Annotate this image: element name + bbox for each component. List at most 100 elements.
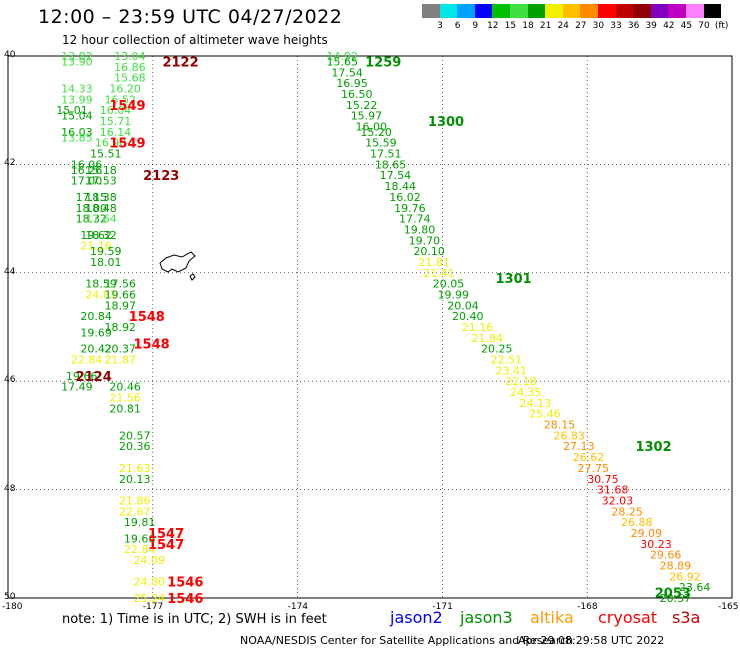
wave-height-value: 16.95 <box>336 77 368 90</box>
wave-height-value: 21.16 <box>80 240 112 253</box>
wave-height-value: 18.01 <box>90 256 122 269</box>
legend-swatch <box>439 4 458 18</box>
wave-height-value: 27.75 <box>578 462 610 475</box>
legend-swatch <box>527 4 546 18</box>
wave-height-value: 20.36 <box>119 440 151 453</box>
wave-height-value: 20.10 <box>413 245 445 258</box>
legend-tick-label: 15 <box>504 21 517 31</box>
wave-height-value: 20.57 <box>660 592 692 605</box>
wave-height-value: 17.00 <box>71 175 103 188</box>
wave-height-value: 21.84 <box>471 332 503 345</box>
wave-height-value: 29.09 <box>631 527 663 540</box>
wave-height-value: 20.40 <box>452 310 484 323</box>
wave-height-value: 25.24 <box>133 592 165 605</box>
lat-tick-label: 48 <box>4 483 16 494</box>
lon-tick-label: -168 <box>577 602 598 612</box>
wave-height-value: 13.04 <box>114 50 146 63</box>
wave-height-value: 23.64 <box>679 581 711 594</box>
legend-swatch <box>492 4 510 18</box>
legend-swatch <box>703 4 722 18</box>
wave-height-value: 16.04 <box>100 104 132 117</box>
island-outline <box>159 251 196 273</box>
wave-height-value: 24.81 <box>85 288 117 301</box>
wave-height-value: 15.01 <box>56 104 87 117</box>
pass-time-label: 1259 <box>365 55 401 70</box>
legend-altika: altika <box>530 608 574 627</box>
legend-tick-label: 24 <box>557 21 569 31</box>
map-title: 12:00 – 23:59 UTC 04/27/2022 <box>38 6 343 28</box>
wave-height-value: 22.51 <box>491 354 522 367</box>
wave-height-value: 24.09 <box>133 554 165 567</box>
wave-height-value: 18.32 <box>76 213 108 226</box>
pass-time-label: 1546 <box>167 576 203 591</box>
wave-height-value: 16.86 <box>114 61 146 74</box>
color-legend <box>422 4 722 18</box>
timestamp: Apr 29 08:29:58 UTC 2022 <box>518 634 665 647</box>
legend-swatch <box>580 4 598 18</box>
wave-height-value: 17.64 <box>85 213 117 226</box>
legend-swatch <box>685 4 704 18</box>
wave-height-value: 20.57 <box>119 429 151 442</box>
wave-height-value: 19.80 <box>404 223 436 236</box>
wave-height-value: 18.92 <box>105 321 136 334</box>
credit-line: NOAA/NESDIS Center for Satellite Applica… <box>240 634 574 647</box>
wave-height-value: 22.84 <box>71 354 103 367</box>
wave-height-value: 16.02 <box>389 191 421 204</box>
wave-height-value: 21.86 <box>119 494 151 507</box>
wave-height-value: 16.06 <box>71 158 103 171</box>
wave-height-value: 17.56 <box>105 278 136 291</box>
wave-height-value: 15.65 <box>327 55 359 68</box>
wave-height-value: 19.76 <box>394 202 426 215</box>
wave-height-value: 20.81 <box>109 402 141 415</box>
wave-height-value: 26.92 <box>669 570 701 583</box>
legend-swatch <box>422 4 440 18</box>
legend-swatch <box>545 4 563 18</box>
wave-height-value: 31.68 <box>597 484 629 497</box>
wave-height-value: 30.75 <box>587 473 619 486</box>
legend-swatch <box>597 4 616 18</box>
wave-height-value: 14.92 <box>327 50 359 63</box>
lat-tick-label: 46 <box>4 375 16 386</box>
wave-height-value: 23.41 <box>495 364 527 377</box>
wave-height-value: 21.41 <box>423 267 455 280</box>
wave-height-value: 26.62 <box>573 451 605 464</box>
wave-height-value: 19.70 <box>409 234 441 247</box>
pass-time-label: 2053 <box>655 587 691 602</box>
pass-time-label: 1548 <box>129 310 165 325</box>
lon-tick-label: -180 <box>2 602 23 612</box>
wave-height-value: 16.14 <box>100 126 132 139</box>
lon-tick-label: -165 <box>718 602 739 612</box>
wave-height-value: 21.81 <box>418 256 450 269</box>
wave-height-value: 13.90 <box>61 55 93 68</box>
legend-tick-label: 42 <box>663 21 675 31</box>
wave-height-value: 15.04 <box>61 110 93 123</box>
map-frame <box>7 55 733 599</box>
legend-tick-label: 6 <box>454 21 461 31</box>
wave-height-value: 21.16 <box>462 321 494 334</box>
pass-time-label: 1301 <box>495 272 531 287</box>
footnote: note: 1) Time is in UTC; 2) SWH is in fe… <box>62 612 327 627</box>
wave-height-value: 22.67 <box>119 505 151 518</box>
wave-height-value: 20.84 <box>80 310 112 323</box>
pass-time-label: 1549 <box>109 99 145 114</box>
wave-height-value: 15.20 <box>360 126 392 139</box>
wave-height-value: 19.66 <box>105 288 136 301</box>
legend-swatch <box>457 4 475 18</box>
wave-height-value: 15.18 <box>85 164 117 177</box>
wave-height-value: 16.00 <box>356 120 388 133</box>
wave-height-value: 18.32 <box>85 229 117 242</box>
legend-tick-label: 45 <box>680 21 693 31</box>
wave-height-value: 15.59 <box>365 137 397 150</box>
wave-height-value: 19.99 <box>438 288 470 301</box>
wave-height-value: 13.99 <box>61 93 93 106</box>
pass-time-label: 2124 <box>76 370 112 385</box>
pass-time-label: 1546 <box>167 592 203 607</box>
wave-height-value: 17.53 <box>85 175 117 188</box>
wave-height-value: 18.97 <box>105 299 136 312</box>
wave-height-value: 24.80 <box>133 576 165 589</box>
pass-time-label: 2123 <box>143 169 179 184</box>
wave-height-value: 17.51 <box>370 148 402 161</box>
wave-height-value: 19.62 <box>80 229 112 242</box>
wave-height-value: 22.84 <box>124 543 156 556</box>
legend-swatch <box>633 4 651 18</box>
